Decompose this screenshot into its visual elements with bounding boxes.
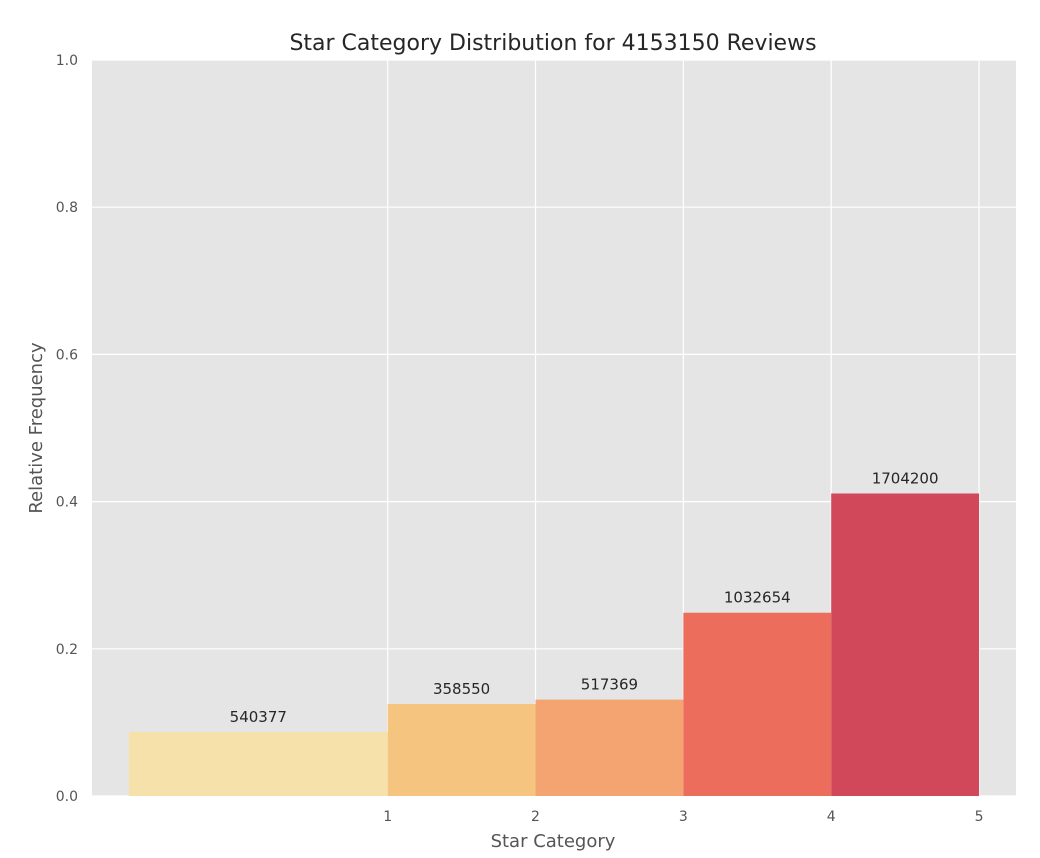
y-tick-label-2: 0.4	[56, 495, 78, 511]
x-tick-label-3: 3	[679, 809, 688, 825]
y-tick-label-3: 0.6	[56, 347, 78, 363]
y-tick-label-4: 0.8	[56, 200, 78, 216]
y-axis-label: Relative Frequency	[26, 342, 47, 514]
bar-4	[683, 612, 832, 796]
y-tick-label-0: 0.0	[56, 789, 78, 805]
bars	[128, 493, 980, 796]
bar-1	[128, 731, 388, 796]
y-tick-label-1: 0.2	[56, 642, 78, 658]
bar-label-4: 1032654	[724, 589, 791, 607]
x-axis-label: Star Category	[491, 831, 616, 852]
bar-label-2: 358550	[433, 680, 490, 698]
x-tick-label-1: 1	[383, 809, 392, 825]
x-tick-label-4: 4	[827, 809, 836, 825]
bar-label-3: 517369	[581, 676, 638, 694]
bar-labels: 540377 358550 517369 1032654 1704200	[230, 470, 939, 726]
bar-label-5: 1704200	[872, 470, 939, 488]
x-tick-label-2: 2	[531, 809, 540, 825]
y-axis-ticks: 0.0 0.2 0.4 0.6 0.8 1.0	[56, 53, 78, 805]
x-tick-label-5: 5	[975, 809, 984, 825]
chart-title: Star Category Distribution for 4153150 R…	[289, 31, 816, 56]
bar-2	[387, 704, 536, 796]
bar-3	[535, 699, 684, 796]
x-axis-ticks: 1 2 3 4 5	[383, 809, 983, 825]
bar-label-1: 540377	[230, 708, 287, 726]
bar-5	[831, 493, 980, 796]
y-tick-label-5: 1.0	[56, 53, 78, 69]
